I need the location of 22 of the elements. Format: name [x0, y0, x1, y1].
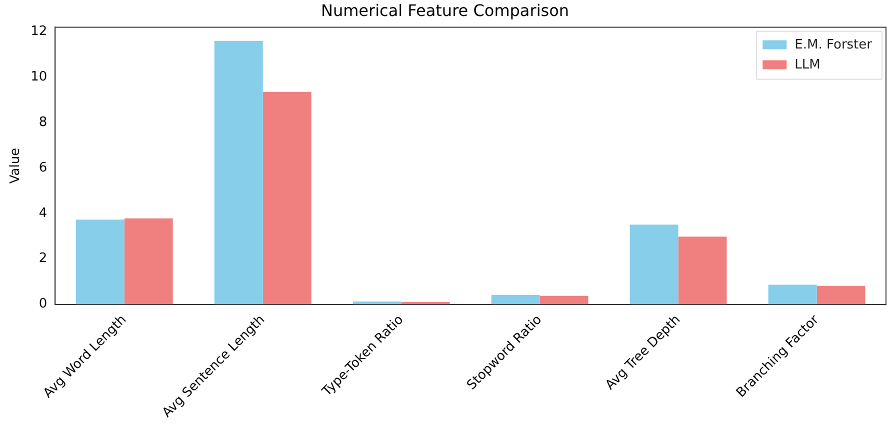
bar: [124, 218, 173, 304]
legend-label: LLM: [794, 58, 820, 73]
y-axis-title: Value: [8, 148, 24, 184]
bar: [630, 224, 678, 304]
chart-title: Numerical Feature Comparison: [320, 0, 570, 20]
legend-label: E.M. Forster: [794, 38, 873, 53]
bar: [352, 302, 402, 304]
y-tick-label: 10: [30, 70, 48, 85]
bar: [768, 284, 817, 304]
bar: [76, 220, 124, 304]
y-tick-label: 12: [30, 24, 48, 40]
y-tick-label: 6: [38, 160, 48, 176]
bar: [678, 236, 727, 304]
y-tick-label: 8: [38, 114, 48, 130]
bar: [491, 294, 540, 304]
y-tick-label: 4: [38, 206, 48, 221]
y-tick-label: 2: [38, 251, 48, 266]
bar: [214, 40, 263, 304]
y-tick-label: 0: [38, 296, 48, 312]
bar: [540, 296, 588, 304]
bar: [816, 286, 866, 304]
bar: [262, 92, 312, 304]
